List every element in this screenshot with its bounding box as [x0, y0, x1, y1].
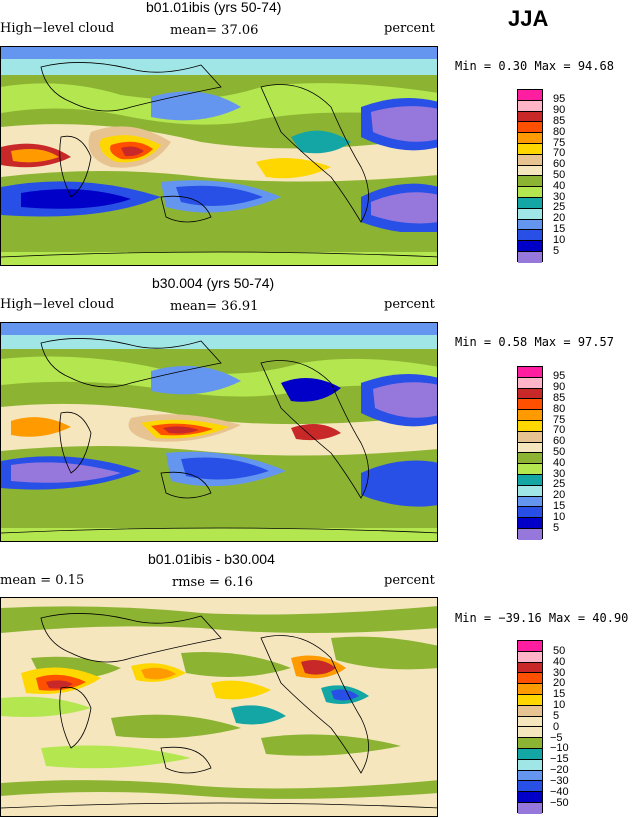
- panel3-units: percent: [384, 573, 435, 588]
- panel3-colorbar: [517, 640, 543, 814]
- colorbar-tick: 40: [553, 656, 566, 668]
- colorbar-tick: 40: [553, 457, 566, 469]
- colorbar-tick: 25: [553, 478, 566, 490]
- colorbar-tick: 95: [553, 370, 566, 382]
- panel1-map: [0, 46, 438, 266]
- panel2-units: percent: [384, 297, 435, 312]
- colorbar-tick: 50: [553, 446, 566, 458]
- colorbar-tick: 50: [553, 169, 566, 181]
- colorbar-tick: 25: [553, 201, 566, 213]
- season-label: JJA: [508, 6, 549, 31]
- panel2-field-label: High−level cloud: [0, 297, 115, 312]
- panel1-minmax: Min = 0.30 Max = 94.68: [455, 59, 614, 73]
- colorbar-tick: 90: [553, 104, 566, 116]
- colorbar-tick: 90: [553, 381, 566, 393]
- colorbar-tick: 30: [553, 667, 566, 679]
- panel2-minmax: Min = 0.58 Max = 97.57: [455, 335, 614, 349]
- panel3-map: [0, 597, 438, 817]
- panel2-colorbar: [517, 366, 543, 540]
- panel3-title: b01.01ibis - b30.004: [148, 551, 275, 567]
- colorbar-tick: 80: [553, 403, 566, 415]
- colorbar-tick: 30: [553, 468, 566, 480]
- colorbar-tick: −40: [550, 786, 569, 798]
- colorbar-tick: 5: [553, 710, 560, 722]
- colorbar-tick: 20: [553, 212, 566, 224]
- panel3-mean: mean = 0.15: [0, 573, 85, 588]
- colorbar-tick: 10: [553, 234, 566, 246]
- panel1-title: b01.01ibis (yrs 50-74): [146, 0, 282, 15]
- colorbar-tick: 15: [553, 688, 566, 700]
- colorbar-tick: 0: [553, 721, 560, 733]
- panel3-minmax: Min = −39.16 Max = 40.90: [455, 611, 629, 625]
- colorbar-tick: 60: [553, 158, 566, 170]
- colorbar-tick: 85: [553, 115, 566, 127]
- colorbar-tick: 10: [553, 511, 566, 523]
- colorbar-tick: 5: [553, 245, 560, 257]
- colorbar-tick: 20: [553, 677, 566, 689]
- colorbar-tick: 75: [553, 137, 566, 149]
- panel1-units: percent: [384, 21, 435, 36]
- colorbar-tick: 15: [553, 500, 566, 512]
- colorbar-tick: 5: [553, 522, 560, 534]
- colorbar-tick: 30: [553, 191, 566, 203]
- colorbar-tick: 40: [553, 180, 566, 192]
- colorbar-tick: −5: [550, 732, 563, 744]
- panel1-mean: mean= 37.06: [170, 23, 259, 38]
- colorbar-tick: 75: [553, 414, 566, 426]
- colorbar-tick: 80: [553, 126, 566, 138]
- colorbar-tick: 60: [553, 435, 566, 447]
- colorbar-tick: 70: [553, 147, 566, 159]
- colorbar-tick: 20: [553, 489, 566, 501]
- colorbar-tick: −20: [550, 764, 569, 776]
- colorbar-tick: 50: [553, 645, 566, 657]
- colorbar-tick: 10: [553, 699, 566, 711]
- panel2-title: b30.004 (yrs 50-74): [152, 275, 275, 291]
- colorbar-tick: −15: [550, 753, 569, 765]
- panel3-rmse: rmse = 6.16: [172, 575, 254, 590]
- panel2-mean: mean= 36.91: [170, 299, 259, 314]
- panel2-map: [0, 322, 438, 542]
- colorbar-tick: 70: [553, 424, 566, 436]
- colorbar-tick: 95: [553, 93, 566, 105]
- panel1-field-label: High−level cloud: [0, 21, 115, 36]
- colorbar-tick: −50: [550, 797, 569, 809]
- colorbar-tick: −10: [550, 742, 569, 754]
- panel1-colorbar: [517, 89, 543, 263]
- colorbar-tick: 85: [553, 392, 566, 404]
- colorbar-tick: −30: [550, 775, 569, 787]
- colorbar-tick: 15: [553, 223, 566, 235]
